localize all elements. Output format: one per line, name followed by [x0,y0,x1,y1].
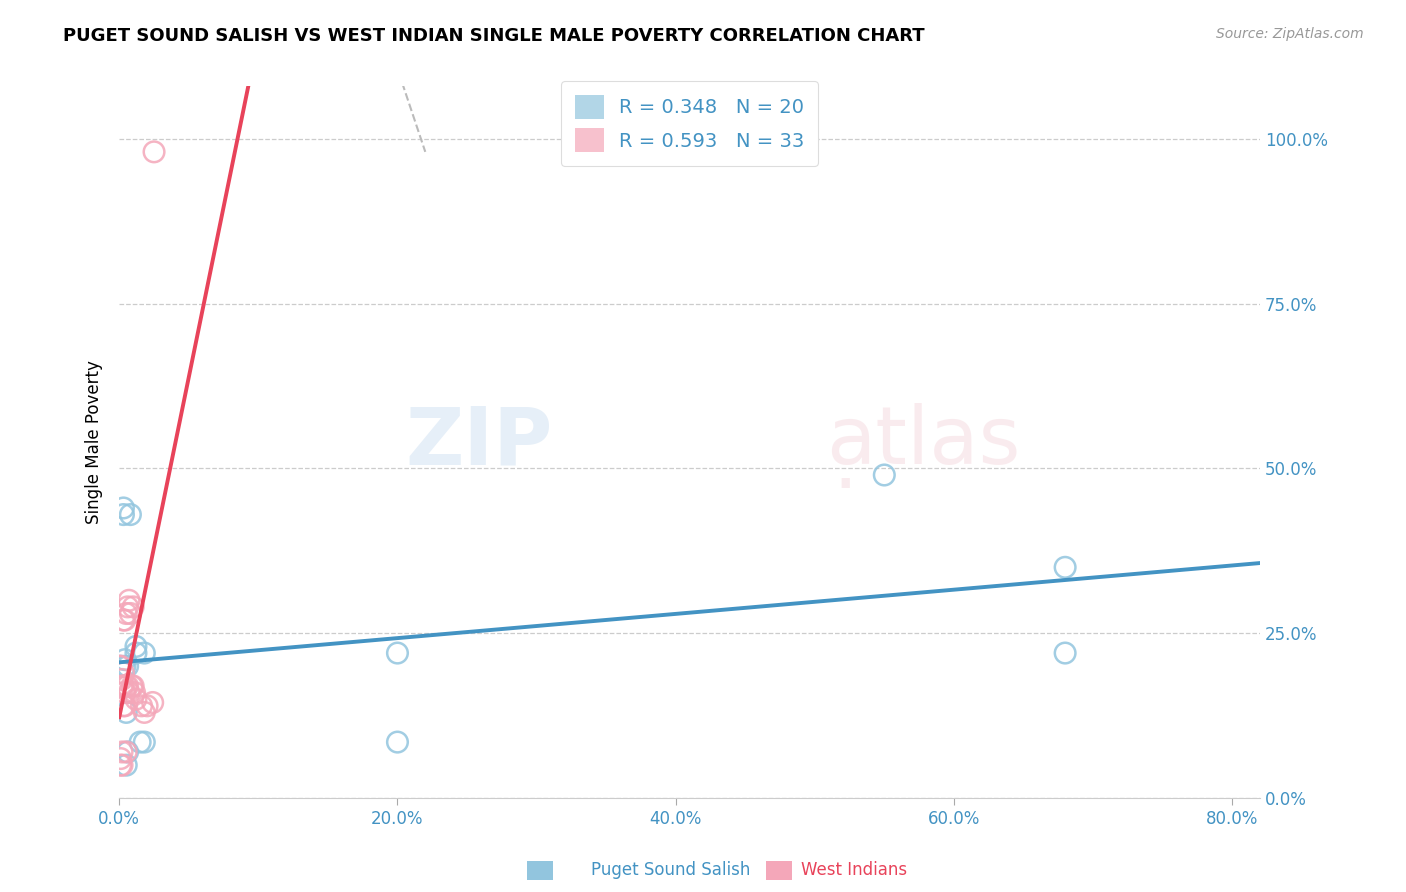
Point [114,613,136,627]
Point [108,659,131,673]
Point [110,758,132,772]
Point [125,640,148,654]
Point [125,692,148,706]
Point [387,646,409,660]
Point [117,599,139,614]
Point [114,653,136,667]
Point [142,696,165,710]
Text: ZIP: ZIP [405,403,553,481]
Point [131,698,153,713]
Point [118,593,141,607]
Point [112,698,135,713]
Point [115,758,138,772]
Point [1054,646,1077,660]
Point [111,679,134,693]
Point [118,685,141,699]
Point [122,679,145,693]
Point [117,659,139,673]
Text: PUGET SOUND SALISH VS WEST INDIAN SINGLE MALE POVERTY CORRELATION CHART: PUGET SOUND SALISH VS WEST INDIAN SINGLE… [63,27,925,45]
Point [112,500,135,515]
Point [112,665,135,680]
Point [129,735,152,749]
Point [134,735,156,749]
Point [115,679,138,693]
Point [114,659,136,673]
Point [117,679,139,693]
Point [120,607,142,621]
Point [112,508,135,522]
Point [110,659,132,673]
Y-axis label: Single Male Poverty: Single Male Poverty [86,360,103,524]
Point [134,646,156,660]
Point [112,679,135,693]
Point [115,745,138,759]
Point [1054,560,1077,574]
Point [120,508,142,522]
Point [387,735,409,749]
Point [125,646,148,660]
Point [136,698,159,713]
Point [134,706,156,720]
Text: Puget Sound Salish: Puget Sound Salish [591,861,749,879]
Point [873,468,896,483]
Text: .: . [832,427,858,505]
Point [124,685,146,699]
Point [111,673,134,687]
Point [122,599,145,614]
Point [114,698,136,713]
Point [110,659,132,673]
Point [115,706,138,720]
Point [121,679,143,693]
Text: West Indians: West Indians [801,861,907,879]
Point [115,607,138,621]
Point [112,613,135,627]
Point [110,751,132,765]
Point [143,145,166,159]
Point [117,745,139,759]
Point [111,758,134,772]
Point [111,745,134,759]
Point [114,685,136,699]
Text: Source: ZipAtlas.com: Source: ZipAtlas.com [1216,27,1364,41]
Legend: R = 0.348   N = 20, R = 0.593   N = 33: R = 0.348 N = 20, R = 0.593 N = 33 [561,81,818,166]
Text: atlas: atlas [827,403,1021,481]
